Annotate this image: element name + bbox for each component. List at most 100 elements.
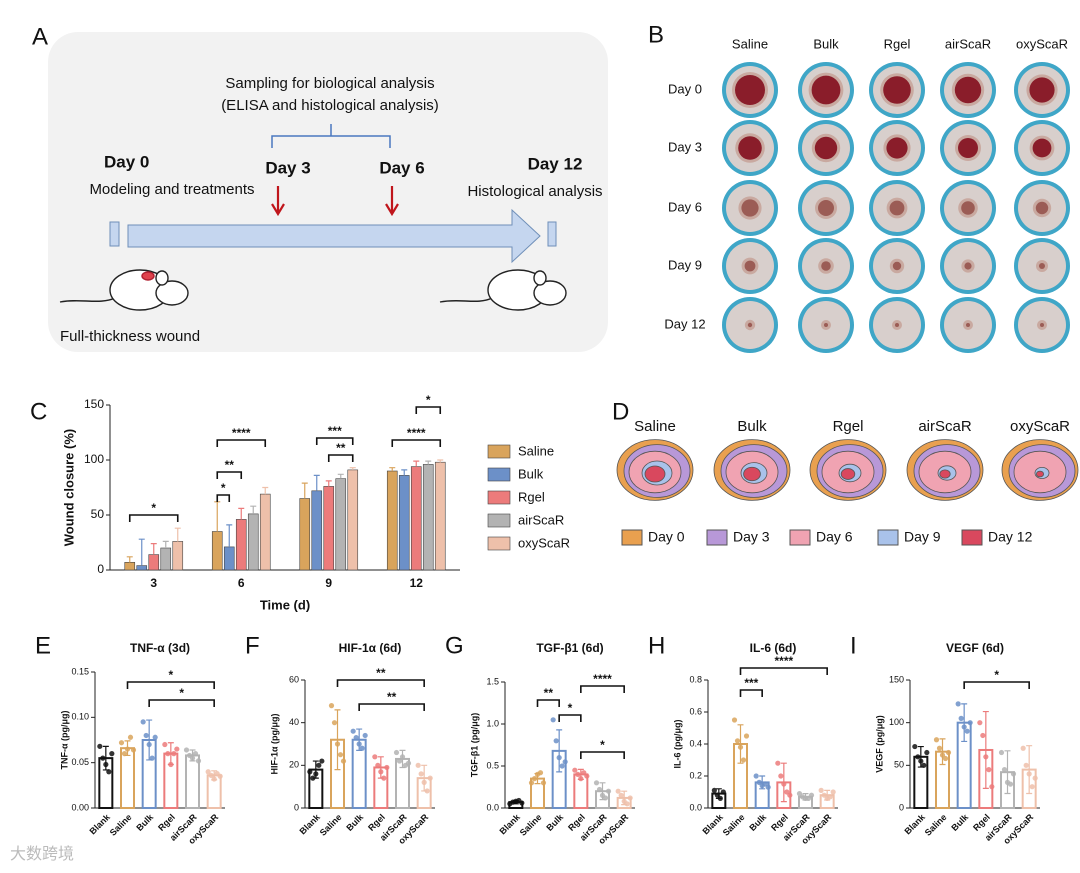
significance-label: ** — [544, 686, 554, 700]
legend-label: Bulk — [518, 466, 544, 481]
data-point — [121, 751, 128, 757]
data-point — [955, 701, 961, 707]
row-label: Day 0 — [668, 81, 702, 96]
significance-label: ** — [225, 458, 235, 472]
wound — [824, 323, 828, 327]
group-label: Rgel — [833, 418, 864, 435]
data-point — [146, 741, 152, 748]
start-marker — [109, 221, 120, 247]
wound — [958, 138, 978, 158]
bar — [434, 461, 446, 571]
panel-a-box — [48, 32, 608, 352]
data-point — [205, 769, 211, 775]
day-label: Day 0 — [104, 152, 149, 171]
y-tick-label: 0.05 — [71, 757, 89, 767]
contour — [840, 468, 856, 480]
group-label: Saline — [634, 418, 676, 435]
data-point — [372, 754, 378, 760]
y-tick-label: 0.10 — [71, 712, 89, 722]
legend-swatch — [789, 529, 811, 546]
data-point — [967, 720, 973, 726]
data-point — [1010, 771, 1017, 777]
panel-label: A — [32, 23, 48, 50]
significance-bracket — [358, 703, 425, 711]
data-point — [602, 795, 609, 801]
data-point — [540, 780, 547, 786]
significance-label: **** — [593, 672, 612, 686]
data-point — [593, 780, 600, 786]
data-point — [584, 773, 590, 779]
data-point — [384, 764, 390, 771]
data-point — [316, 762, 322, 768]
wound — [741, 199, 759, 217]
error-bar — [313, 474, 320, 491]
error-bar — [1004, 750, 1011, 795]
significance-bracket — [336, 679, 425, 687]
contour — [939, 469, 951, 479]
data-point — [915, 754, 921, 760]
wound — [1032, 138, 1052, 158]
data-point — [986, 767, 992, 773]
data-point — [627, 795, 633, 801]
day-label: Day 3 — [265, 158, 310, 177]
significance-bracket — [739, 667, 828, 675]
data-point — [421, 779, 427, 786]
data-point — [734, 738, 741, 744]
y-axis-label: IL-6 (pg/μg) — [672, 720, 682, 769]
data-point — [140, 719, 146, 725]
bar — [335, 478, 347, 571]
y-tick-label: 0.00 — [71, 802, 89, 812]
error-bar — [413, 460, 420, 467]
bar — [211, 531, 223, 571]
significance-label: * — [994, 668, 999, 682]
group-label: airScaR — [918, 418, 972, 435]
significance-label: * — [600, 738, 605, 752]
day-label: Day 12 — [528, 154, 583, 173]
bar — [247, 513, 259, 571]
x-tick-label: Saline — [923, 812, 949, 838]
group-label: oxyScaR — [1010, 418, 1070, 435]
data-point — [162, 741, 168, 748]
data-point — [319, 758, 325, 764]
wound — [1029, 77, 1055, 103]
y-tick-label: 50 — [894, 760, 904, 770]
data-point — [775, 760, 781, 766]
data-point — [127, 734, 134, 740]
bar — [185, 754, 200, 809]
data-point — [353, 735, 359, 741]
x-tick-label: Bulk — [344, 811, 366, 833]
x-tick-label: Saline — [721, 812, 747, 838]
data-point — [562, 759, 568, 765]
error-bar — [401, 469, 408, 476]
column-label: airScaR — [945, 36, 991, 51]
wound — [821, 261, 831, 271]
legend-label: airScaR — [518, 512, 564, 527]
data-point — [945, 749, 952, 756]
error-bar — [389, 467, 396, 471]
significance-bracket — [327, 454, 354, 462]
data-point — [998, 749, 1005, 756]
data-point — [1020, 745, 1026, 751]
data-point — [575, 771, 581, 778]
significance-bracket — [128, 514, 179, 522]
data-point — [624, 801, 630, 807]
error-bar — [982, 710, 989, 789]
data-point — [912, 743, 918, 750]
data-point — [737, 744, 744, 750]
bar — [347, 469, 359, 571]
significance-label: **** — [232, 426, 251, 440]
data-point — [581, 770, 587, 776]
panel-label: B — [648, 21, 664, 48]
significance-label: * — [221, 481, 226, 495]
data-point — [174, 746, 180, 752]
y-tick-label: 0 — [899, 802, 904, 812]
sampling-bracket — [271, 124, 391, 148]
x-tick-label: Bulk — [134, 811, 156, 833]
data-point — [958, 715, 964, 722]
bar — [299, 498, 311, 571]
data-point — [918, 758, 924, 764]
x-tick-label: 9 — [325, 576, 332, 590]
significance-label: ** — [376, 666, 386, 680]
day-label: Day 6 — [379, 158, 424, 177]
